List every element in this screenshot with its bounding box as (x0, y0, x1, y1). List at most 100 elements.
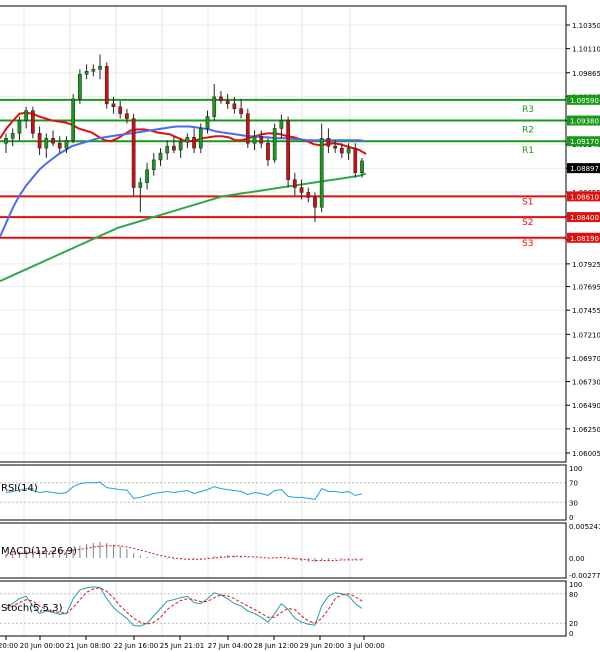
current-price-label: 1.08897 (570, 165, 599, 173)
candle-bearish (111, 103, 116, 108)
price-tick-label: 1.06490 (572, 402, 600, 410)
moving-average-2 (0, 125, 367, 238)
candle-bearish (192, 137, 196, 149)
level-price-label: 1.09170 (570, 138, 599, 146)
rsi-scale-label: 100 (569, 465, 582, 473)
time-tick-label: 20:00 (0, 642, 18, 650)
candle-bearish (245, 113, 250, 144)
level-price-label: 1.09590 (570, 97, 599, 105)
candle-bullish (91, 69, 96, 72)
stoch-k-line (5, 586, 363, 627)
main-chart-frame (0, 5, 567, 463)
candle-bearish (225, 100, 230, 105)
candle-bearish (299, 187, 304, 193)
indicator-panel-frame (0, 580, 567, 637)
level-price-label: 1.08400 (570, 214, 599, 222)
candle-bearish (104, 66, 109, 105)
time-tick-label: 27 Jun 04:00 (208, 642, 252, 650)
rsi-scale-label: 0 (569, 514, 573, 522)
candle-bearish (326, 138, 331, 147)
stoch-scale-label: 20 (569, 620, 578, 628)
candle-bearish (239, 108, 243, 114)
candle-bullish (178, 141, 183, 151)
time-tick-label: 29 Jun 20:00 (300, 642, 344, 650)
candle-bullish (279, 120, 284, 129)
candle-bullish (24, 110, 29, 121)
time-tick-label: 20 Jun 00:00 (20, 642, 64, 650)
macd-label: MACD(12,26,9) (1, 546, 77, 557)
candle-bearish (57, 142, 62, 149)
level-name-r1: R1 (522, 146, 534, 156)
time-tick-label: 3 Jul 00:00 (347, 642, 385, 650)
candle-bearish (259, 136, 264, 144)
candle-bullish (10, 133, 15, 139)
candle-bullish (17, 120, 22, 134)
stoch-d-line (5, 587, 363, 625)
time-tick-label: 28 Jun 12:00 (254, 642, 298, 650)
candle-bullish (151, 159, 156, 171)
price-tick-label: 1.06250 (572, 426, 600, 434)
candle-bearish (125, 113, 129, 119)
stoch-scale-label: 0 (569, 630, 573, 638)
price-tick-label: 1.06005 (572, 450, 600, 458)
candle-bullish (185, 137, 190, 143)
macd-scale-label: 0.00 (569, 555, 585, 563)
candle-bullish (64, 139, 69, 149)
indicator-panels (0, 481, 566, 627)
price-tick-label: 1.10350 (572, 22, 600, 30)
candle-bearish (118, 106, 123, 114)
stoch-scale-label: 100 (569, 581, 582, 589)
level-price-box (567, 191, 600, 202)
level-price-box (567, 212, 600, 223)
time-tick-label: 22 Jun 16:00 (114, 642, 158, 650)
candle-bearish (131, 118, 136, 188)
candle-bullish (145, 169, 149, 183)
price-tick-label: 1.06730 (572, 379, 600, 387)
price-tick-label: 1.07925 (572, 261, 600, 269)
candle-bullish (198, 128, 203, 149)
axes-frames (0, 5, 570, 640)
price-tick-label: 1.07455 (572, 307, 600, 315)
rsi-line (5, 481, 363, 500)
candle-bearish (219, 96, 223, 102)
price-tick-label: 1.06970 (572, 355, 600, 363)
price-tick-label: 1.09865 (572, 70, 600, 78)
candle-bullish (360, 160, 364, 174)
candle-bullish (252, 136, 257, 144)
stoch-scale-label: 80 (569, 591, 578, 599)
candle-bullish (98, 66, 102, 70)
candlesticks (4, 54, 364, 223)
level-name-s2: S2 (522, 218, 533, 228)
level-price-label: 1.08190 (570, 235, 599, 243)
macd-scale-label: 0.005241 (569, 523, 600, 531)
moving-average-3 (0, 172, 367, 283)
candle-bearish (339, 147, 344, 154)
candle-bearish (51, 138, 55, 144)
level-name-s3: S3 (522, 239, 533, 249)
candle-bullish (71, 98, 76, 141)
level-price-box (567, 115, 600, 126)
candle-bearish (232, 103, 237, 109)
moving-average-lines (0, 111, 367, 283)
axis-labels: 1.103501.101101.098651.096251.093801.091… (0, 22, 600, 650)
candle-bullish (346, 147, 351, 154)
candle-bearish (31, 110, 35, 134)
candle-bullish (138, 182, 143, 188)
level-price-box (567, 94, 600, 105)
level-name-r2: R2 (522, 126, 534, 136)
stoch-label: Stoch(5,5,3) (1, 603, 63, 614)
candle-bullish (4, 138, 8, 144)
candle-bearish (292, 179, 297, 188)
candle-bearish (37, 133, 42, 149)
candle-bullish (78, 74, 82, 100)
indicator-panel-frame (0, 464, 567, 521)
price-tick-label: 1.07210 (572, 331, 600, 339)
current-price-box (567, 163, 600, 174)
macd-scale-label: -0.002776 (569, 572, 600, 580)
candle-bearish (313, 197, 317, 208)
candle-bearish (306, 192, 311, 198)
rsi-scale-label: 30 (569, 499, 578, 507)
level-price-label: 1.09380 (570, 118, 599, 126)
candle-bullish (272, 128, 277, 161)
candle-bearish (333, 145, 337, 149)
